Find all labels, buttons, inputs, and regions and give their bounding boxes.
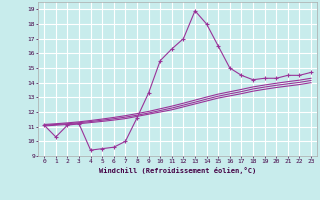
X-axis label: Windchill (Refroidissement éolien,°C): Windchill (Refroidissement éolien,°C) [99, 167, 256, 174]
